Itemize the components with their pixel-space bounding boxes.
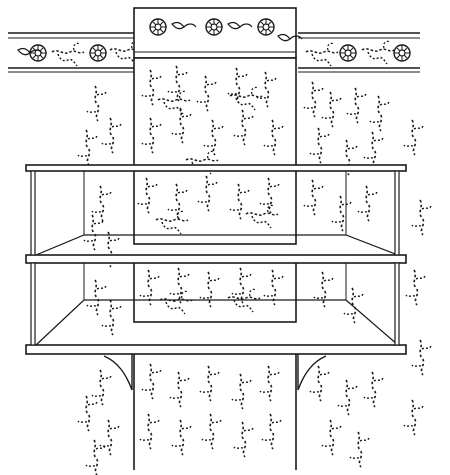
shelf-unit xyxy=(25,164,407,391)
lower-pier xyxy=(133,354,297,470)
frieze-band xyxy=(8,32,420,73)
central-pier xyxy=(133,7,303,323)
upper-shelf xyxy=(25,164,407,172)
shelf-uprights xyxy=(30,170,400,346)
frieze-ornament-right xyxy=(305,40,411,67)
shelf-brackets xyxy=(103,354,327,391)
frieze-ornament-left xyxy=(17,40,143,67)
middle-shelf xyxy=(25,171,407,264)
wallpaper-pattern-right xyxy=(303,81,432,468)
bottom-shelf xyxy=(25,263,407,355)
